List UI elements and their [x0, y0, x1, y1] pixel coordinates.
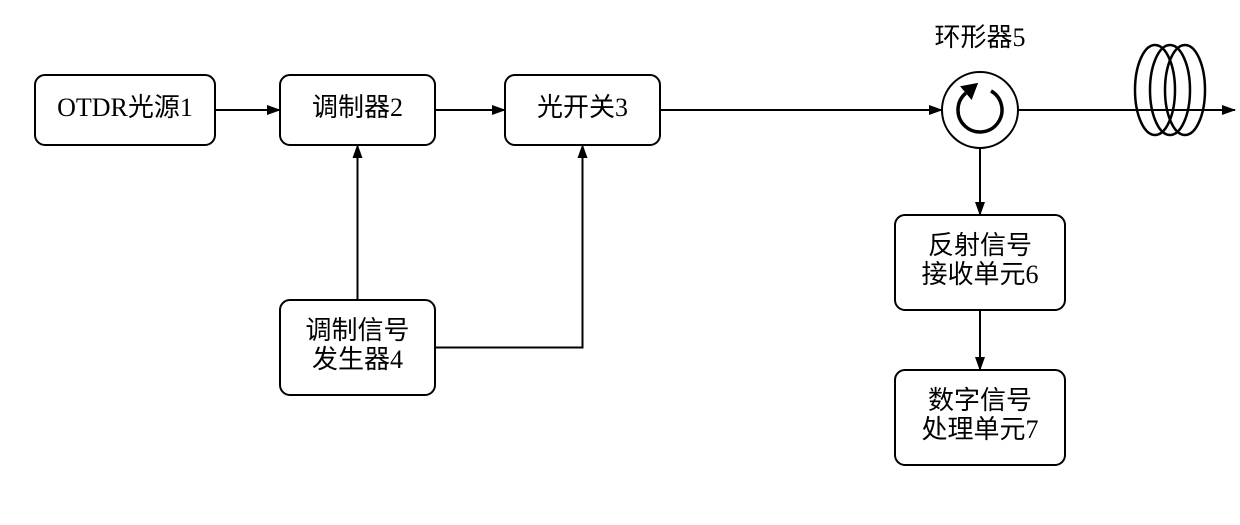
n1-label: OTDR光源1 [57, 93, 193, 122]
n6: 反射信号接收单元6 [895, 215, 1065, 310]
fiber-coil-icon [1135, 45, 1205, 135]
n1: OTDR光源1 [35, 75, 215, 145]
n3: 光开关3 [505, 75, 660, 145]
n7: 数字信号处理单元7 [895, 370, 1065, 465]
n7-label-1: 数字信号 [928, 386, 1032, 415]
n4-label-1: 调制信号 [305, 316, 409, 345]
diagram-canvas: OTDR光源1 调制器2 光开关3 调制信号发生器4 反射信号接收单元6 数字信号处理单元… [0, 0, 1240, 525]
n2-label: 调制器2 [312, 93, 403, 122]
edge-n4-n3 [435, 145, 583, 348]
n6-label-1: 反射信号 [928, 231, 1032, 260]
n4-label-2: 发生器4 [312, 345, 403, 374]
n2: 调制器2 [280, 75, 435, 145]
n7-label-2: 处理单元7 [921, 415, 1038, 444]
n6-label-2: 接收单元6 [921, 260, 1038, 289]
n3-label: 光开关3 [537, 93, 628, 122]
circulator-label: 环形器5 [934, 23, 1025, 52]
circulator: 环形器5 [934, 23, 1025, 148]
n4: 调制信号发生器4 [280, 300, 435, 395]
